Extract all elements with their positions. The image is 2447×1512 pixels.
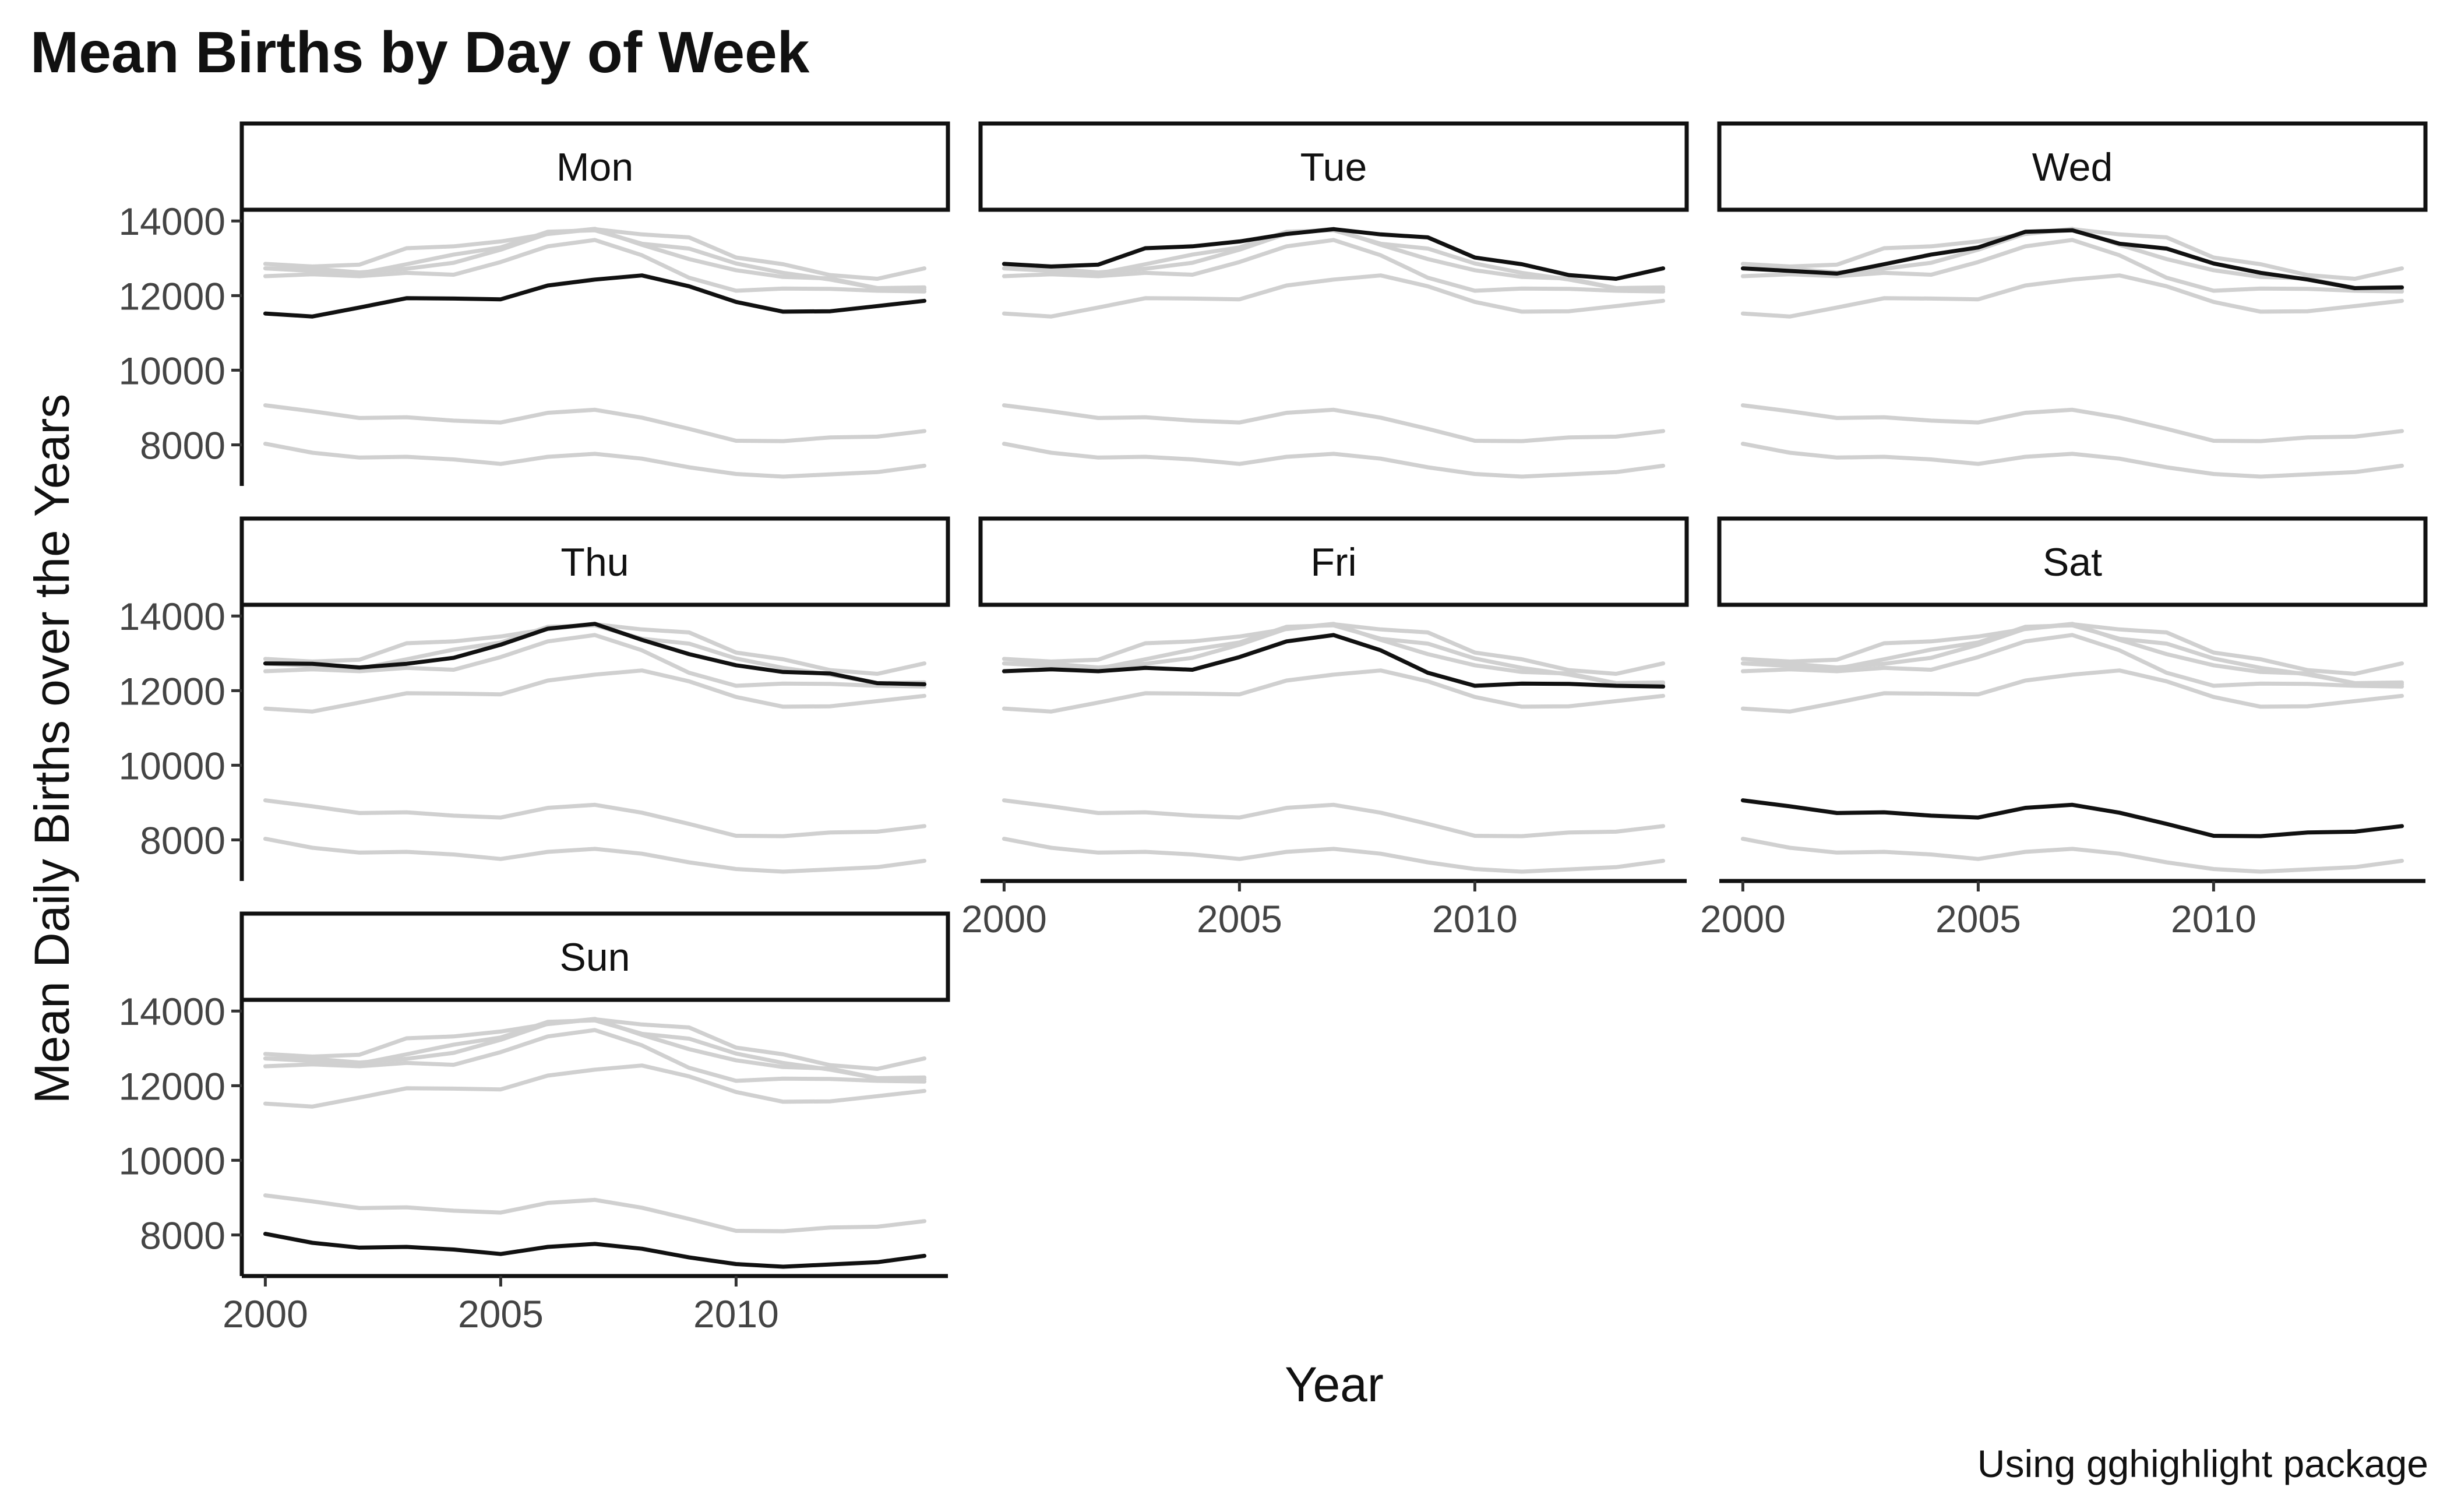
x-tick-label: 2010 bbox=[1432, 897, 1518, 940]
y-tick-label: 14000 bbox=[118, 990, 225, 1033]
y-tick-label: 10000 bbox=[118, 349, 225, 392]
highlight-line-thu bbox=[263, 622, 927, 686]
facet-strip-label-sun: Sun bbox=[560, 935, 630, 979]
background-line-mon bbox=[263, 1063, 927, 1109]
highlight-line-fri bbox=[1002, 633, 1666, 689]
background-line-fri bbox=[263, 238, 927, 294]
facet-strip-label-tue: Tue bbox=[1300, 145, 1367, 189]
y-tick-label: 10000 bbox=[118, 1139, 225, 1182]
facet-strip-label-wed: Wed bbox=[2032, 145, 2113, 189]
background-line-sat bbox=[263, 403, 927, 443]
y-tick-label: 14000 bbox=[118, 200, 225, 243]
y-tick-label: 12000 bbox=[118, 1065, 225, 1108]
background-line-sat bbox=[1740, 403, 2404, 443]
facet-mon: Mon 8000 10000 12000 14000 bbox=[118, 121, 950, 486]
facet-tue: Tue bbox=[978, 121, 1689, 479]
highlight-line-sun bbox=[263, 1232, 927, 1269]
facet-strip-tue bbox=[978, 121, 1689, 212]
background-line-sun bbox=[1740, 837, 2404, 874]
chart-caption: Using gghighlight package bbox=[1977, 1442, 2428, 1485]
facet-strip-sat bbox=[1717, 516, 2428, 607]
facet-fri: Fri 2000 2005 2010 bbox=[961, 516, 1689, 940]
facet-strip-wed bbox=[1717, 121, 2428, 212]
x-tick-label: 2000 bbox=[961, 897, 1047, 940]
facet-strip-fri bbox=[978, 516, 1689, 607]
background-line-mon bbox=[1740, 273, 2404, 319]
background-line-fri bbox=[1002, 238, 1666, 294]
background-line-sun bbox=[1002, 442, 1666, 479]
facet-sat: Sat 2000 2005 2010 bbox=[1700, 516, 2428, 940]
background-line-sun bbox=[1002, 837, 1666, 874]
facet-strip-label-mon: Mon bbox=[556, 145, 633, 189]
background-line-fri bbox=[1740, 238, 2404, 294]
background-line-thu bbox=[263, 1017, 927, 1081]
background-line-thu bbox=[1002, 622, 1666, 686]
background-line-sun bbox=[263, 442, 927, 479]
x-tick-label: 2005 bbox=[1935, 897, 2021, 940]
background-line-mon bbox=[1740, 668, 2404, 714]
highlight-line-wed bbox=[1740, 228, 2404, 290]
y-tick-label: 8000 bbox=[140, 819, 225, 862]
background-line-sun bbox=[1740, 442, 2404, 479]
y-tick-label: 12000 bbox=[118, 274, 225, 318]
background-line-mon bbox=[263, 668, 927, 714]
y-tick-label: 10000 bbox=[118, 744, 225, 787]
y-tick-label: 8000 bbox=[140, 424, 225, 467]
background-line-fri bbox=[263, 633, 927, 689]
facet-panels: Mon 8000 10000 12000 14000 Tue Wed Thu 8000 10000… bbox=[118, 121, 2428, 1335]
x-tick-label: 2005 bbox=[458, 1292, 544, 1335]
background-line-mon bbox=[1002, 668, 1666, 714]
background-line-thu bbox=[263, 227, 927, 291]
facet-wed: Wed bbox=[1717, 121, 2428, 479]
background-line-mon bbox=[1002, 273, 1666, 319]
y-tick-label: 12000 bbox=[118, 669, 225, 713]
facet-strip-sun bbox=[239, 911, 950, 1002]
background-line-fri bbox=[1740, 633, 2404, 689]
y-tick-label: 8000 bbox=[140, 1214, 225, 1257]
x-axis-title: Year bbox=[1285, 1357, 1384, 1412]
background-line-sat bbox=[1002, 403, 1666, 443]
facet-thu: Thu 8000 10000 12000 14000 bbox=[118, 516, 950, 881]
x-tick-label: 2000 bbox=[223, 1292, 308, 1335]
background-line-sat bbox=[263, 798, 927, 838]
background-line-sat bbox=[263, 1193, 927, 1233]
facet-strip-label-fri: Fri bbox=[1310, 540, 1356, 584]
facet-strip-label-thu: Thu bbox=[560, 540, 629, 584]
facet-sun: Sun 8000 10000 12000 14000 2000 2005 2010 bbox=[118, 911, 950, 1335]
highlight-line-tue bbox=[1002, 227, 1666, 281]
facet-strip-mon bbox=[239, 121, 950, 212]
x-tick-label: 2000 bbox=[1700, 897, 1786, 940]
background-line-fri bbox=[263, 1028, 927, 1084]
x-tick-label: 2005 bbox=[1197, 897, 1282, 940]
y-tick-label: 14000 bbox=[118, 595, 225, 638]
x-tick-label: 2010 bbox=[2171, 897, 2256, 940]
y-axis-title: Mean Daily Births over the Years bbox=[24, 394, 79, 1104]
chart-title: Mean Births by Day of Week bbox=[30, 20, 810, 85]
highlight-line-mon bbox=[263, 273, 927, 319]
facet-strip-label-sat: Sat bbox=[2043, 540, 2102, 584]
background-line-thu bbox=[1740, 622, 2404, 686]
background-line-sun bbox=[263, 837, 927, 874]
x-tick-label: 2010 bbox=[693, 1292, 779, 1335]
highlight-line-sat bbox=[1740, 798, 2404, 838]
background-line-sat bbox=[1002, 798, 1666, 838]
facet-strip-thu bbox=[239, 516, 950, 607]
